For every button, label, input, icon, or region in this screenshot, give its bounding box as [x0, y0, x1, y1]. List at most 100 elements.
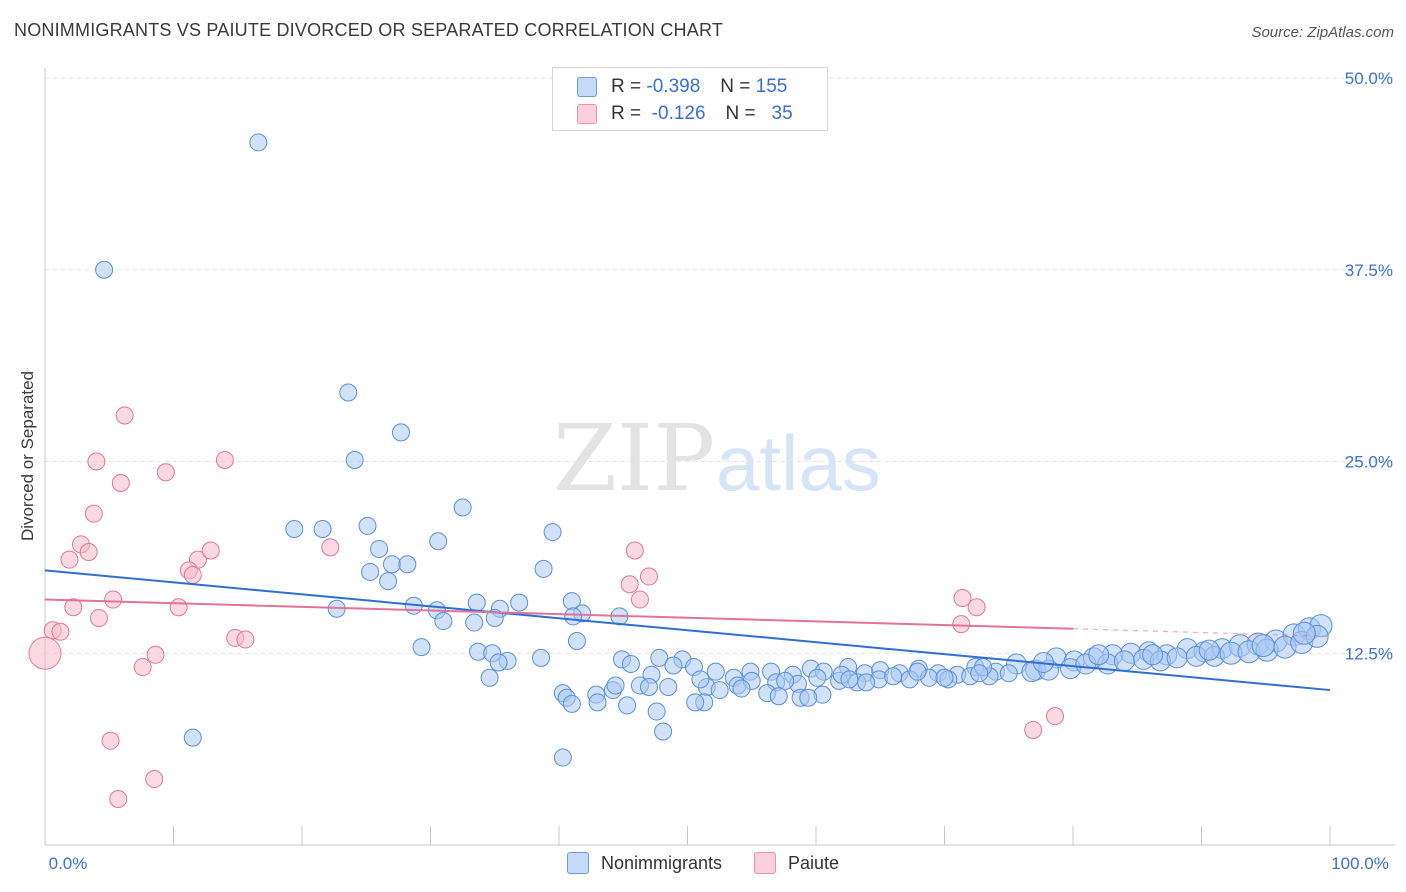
x-tick-label: 100.0%	[1331, 854, 1389, 873]
paiute-legend-swatch	[754, 852, 776, 874]
r-value: -0.126	[651, 103, 706, 124]
paiute-point	[28, 636, 62, 670]
nonimmigrants-point	[95, 260, 114, 279]
paiute-point	[60, 550, 79, 569]
nonimmigrants-point	[1088, 644, 1110, 666]
nonimmigrants-point	[654, 722, 673, 741]
nonimmigrants-point	[339, 383, 358, 402]
nonimmigrants-point	[732, 679, 751, 698]
nonimmigrants-point	[970, 664, 989, 683]
nonimmigrants-point	[453, 498, 472, 517]
nonimmigrants-point	[1113, 650, 1135, 672]
nonimmigrants-point	[857, 673, 876, 692]
paiute-swatch	[577, 104, 597, 124]
nonimmigrants-point	[543, 523, 562, 542]
nonimmigrants-point	[429, 532, 448, 551]
nonimmigrants-point	[313, 519, 332, 538]
paiute-point	[51, 622, 70, 641]
nonimmigrants-point	[1166, 647, 1188, 669]
nonimmigrants-point	[370, 539, 389, 558]
nonimmigrants-point	[249, 133, 268, 152]
paiute-point	[133, 658, 152, 677]
nonimmigrants-point	[567, 631, 586, 650]
nonimmigrants-point	[285, 519, 304, 538]
nonimmigrants-point	[588, 693, 607, 712]
nonimmigrants-point	[710, 681, 729, 700]
legend-item-paiute[interactable]: Paiute	[754, 852, 839, 874]
nonimmigrants-point	[382, 555, 401, 574]
paiute-point	[109, 789, 128, 808]
nonimmigrants-point	[908, 662, 927, 681]
nonimmigrants-point	[691, 670, 710, 689]
paiute-trendline-extension	[1072, 628, 1331, 637]
nonimmigrants-point	[799, 688, 818, 707]
nonimmigrants-point	[664, 656, 683, 675]
nonimmigrants-point	[808, 668, 827, 687]
n-label: N =	[725, 103, 756, 124]
nonimmigrants-point	[489, 653, 508, 672]
watermark-atlas: atlas	[716, 419, 881, 507]
r-label: R =	[611, 76, 642, 97]
paiute-point	[111, 473, 130, 492]
paiute-point	[87, 452, 106, 471]
series-legend: Nonimmigrants Paiute	[0, 852, 1406, 874]
nonimmigrants-point	[606, 676, 625, 695]
nonimmigrants-point	[480, 668, 499, 687]
stats-legend-row-paiute: R = -0.126 N = 35	[577, 101, 793, 127]
paiute-point	[630, 590, 649, 609]
nonimmigrants-point	[1292, 621, 1316, 645]
watermark-zip: ZIP	[553, 405, 715, 512]
paiute-point	[84, 504, 103, 523]
nonimmigrants-point	[618, 696, 637, 715]
nonimmigrants-point	[1198, 639, 1220, 661]
nonimmigrants-point	[840, 670, 859, 689]
nonimmigrants-point	[398, 555, 417, 574]
stats-legend: R = -0.398 N = 155 R = -0.126 N = 35	[552, 67, 828, 131]
paiute-point	[236, 630, 255, 649]
nonimmigrants-point	[183, 728, 202, 747]
paiute-point	[64, 598, 83, 617]
paiute-point	[1046, 707, 1065, 726]
legend-item-nonimmigrants[interactable]: Nonimmigrants	[566, 852, 722, 874]
paiute-point	[201, 541, 220, 560]
paiute-point	[156, 463, 175, 482]
nonimmigrants-point	[391, 423, 410, 442]
nonimmigrants-point	[647, 702, 666, 721]
nonimmigrants-point	[884, 667, 903, 686]
nonimmigrants-point	[776, 671, 795, 690]
nonimmigrants-point	[379, 572, 398, 591]
paiute-point	[104, 590, 123, 609]
nonimmigrants-point	[999, 664, 1018, 683]
nonimmigrants-point	[659, 677, 678, 696]
paiute-point	[321, 538, 340, 557]
paiute-point	[101, 731, 120, 750]
nonimmigrants-legend-swatch	[566, 852, 589, 874]
nonimmigrants-point	[564, 607, 583, 626]
nonimmigrants-point	[510, 593, 529, 612]
paiute-point	[169, 598, 188, 617]
legend-label-paiute: Paiute	[788, 852, 840, 873]
nonimmigrants-point	[935, 668, 954, 687]
paiute-point	[145, 770, 164, 789]
paiute-point	[953, 589, 972, 608]
r-value: -0.398	[646, 76, 701, 97]
nonimmigrants-point	[562, 694, 581, 713]
nonimmigrants-point	[465, 613, 484, 632]
nonimmigrants-trendline	[44, 569, 1331, 692]
paiute-point	[89, 608, 108, 627]
paiute-trendline	[44, 598, 1074, 630]
paiute-point	[146, 645, 165, 664]
nonimmigrants-point	[412, 638, 431, 657]
paiute-point	[215, 450, 234, 469]
nonimmigrants-point	[361, 562, 380, 581]
nonimmigrants-point	[769, 687, 788, 706]
nonimmigrants-point	[358, 516, 377, 535]
nonimmigrants-point	[534, 559, 553, 578]
nonimmigrants-point	[553, 748, 572, 767]
n-value: 155	[755, 76, 788, 97]
y-tick-label: 12.5%	[1345, 644, 1393, 663]
paiute-point	[639, 567, 658, 586]
nonimmigrants-point	[532, 648, 551, 667]
y-tick-label: 25.0%	[1345, 453, 1393, 472]
